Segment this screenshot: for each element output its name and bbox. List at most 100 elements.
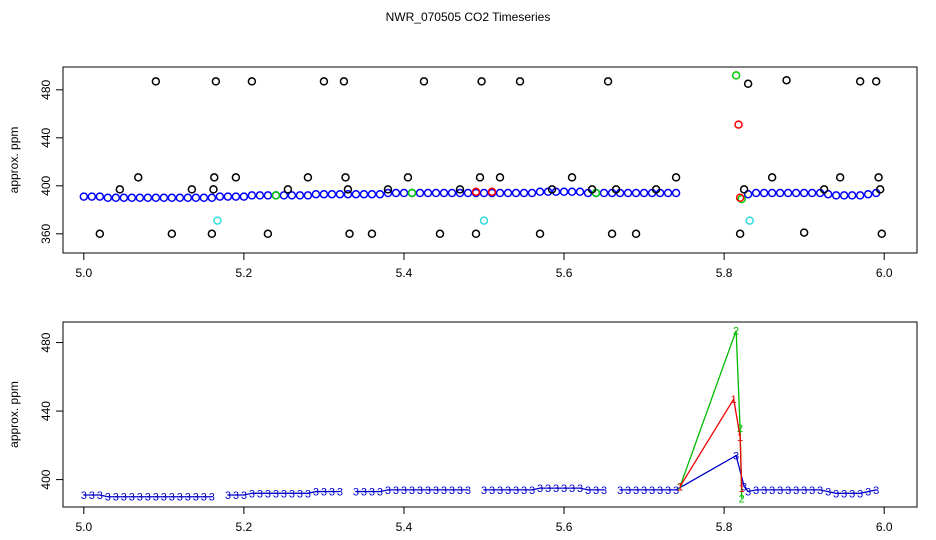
point-symbol: 3 [441,485,447,497]
point-symbol: 3 [185,492,191,504]
point [875,185,885,194]
point [877,229,887,239]
point [143,193,153,203]
point [559,187,569,197]
point-symbol: 3 [625,485,631,497]
point [567,187,577,197]
point-symbol: 3 [265,488,271,500]
point [351,189,361,199]
point [547,185,557,194]
point-symbol: 3 [177,492,183,504]
point [835,173,845,182]
point [475,173,485,182]
point [167,229,177,239]
point-symbol: 3 [617,485,623,497]
point [487,187,497,197]
point-symbol: 3 [841,488,847,500]
point-symbol: 3 [145,492,151,504]
point [255,191,265,200]
x-tick-label: 5.2 [236,266,253,280]
x-tick-label: 5.0 [75,266,92,280]
point [495,173,505,182]
point-symbol: 3 [577,483,583,495]
point-symbol: 3 [353,487,359,499]
point-symbol: 3 [369,487,375,499]
point [367,229,377,239]
point [479,188,489,198]
point [515,77,525,86]
point [535,187,545,197]
point-symbol: 3 [665,485,671,497]
point [455,188,465,198]
point [874,173,883,182]
point [799,228,809,237]
point-symbol: 3 [769,485,775,497]
point [831,191,841,200]
point [209,185,218,194]
point-symbol: 3 [409,485,415,497]
point [735,193,745,203]
point [339,77,349,86]
point [463,188,473,198]
point [175,193,185,203]
point [103,193,113,203]
point-symbol: 3 [449,485,455,497]
point-symbol: 3 [849,488,855,500]
point-symbol: 3 [633,485,639,497]
point [839,191,849,200]
point-symbol: 3 [833,488,839,500]
point [611,185,621,194]
point [319,189,329,199]
point [567,173,577,182]
point-symbol: 3 [105,492,111,504]
point [791,188,801,198]
point [671,173,681,182]
point [95,192,105,201]
point-symbol: 3 [857,488,863,500]
point [343,189,353,199]
point [767,188,777,198]
point-symbol: 3 [153,492,159,504]
point-symbol: 3 [161,492,167,504]
point [631,188,641,198]
point-symbol: 3 [137,492,143,504]
point [471,229,481,239]
point [79,192,89,201]
point [745,216,754,225]
point-symbol: 3 [281,488,287,500]
point [623,188,633,198]
point-symbol: 3 [273,488,279,500]
point [807,188,817,198]
y-axis-label: approx. ppm [7,381,21,448]
point [775,188,785,198]
point [159,193,169,203]
point-symbol: 3 [457,485,463,497]
point [527,188,537,198]
plot-frame [62,321,918,508]
point-symbol: 3 [313,487,319,499]
point [95,229,105,239]
point [767,173,777,182]
point [587,185,597,194]
point [479,216,489,225]
point-symbol: 3 [785,485,791,497]
point [151,193,161,203]
point [599,188,609,198]
point-symbol: 3 [329,487,335,499]
point [135,193,145,203]
point [311,189,321,199]
point-symbol: 3 [385,485,391,497]
point-symbol: 3 [657,485,663,497]
point [207,193,217,203]
point-symbol: 3 [545,483,551,495]
point-symbol: 3 [641,485,647,497]
point [415,188,425,198]
point [631,229,641,239]
point-symbol: 3 [113,492,119,504]
point-symbol: 2 [739,493,745,505]
point-symbol: 3 [209,492,215,504]
point-symbol: 3 [289,488,295,500]
point [819,185,829,194]
point [231,173,241,182]
